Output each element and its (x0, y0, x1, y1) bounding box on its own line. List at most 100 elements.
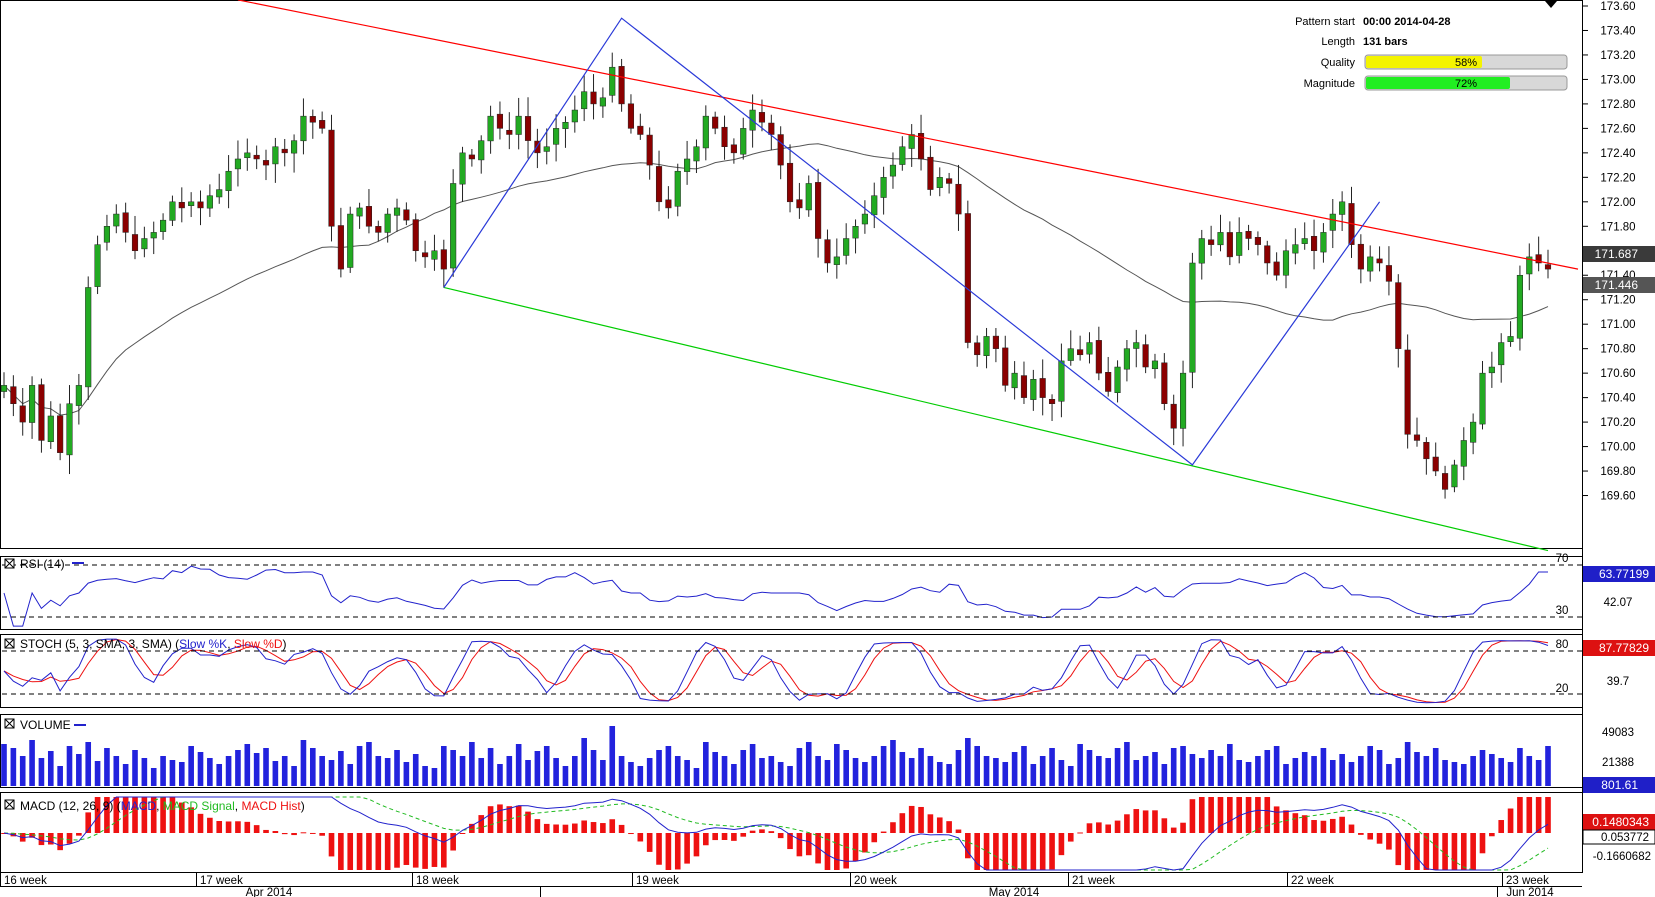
volume-bar (1077, 744, 1083, 786)
rsi-mid-tick: 42.07 (1604, 597, 1633, 609)
volume-bar (347, 764, 354, 786)
volume-bar (1442, 760, 1448, 786)
macd-hist-bar (94, 797, 101, 833)
macd-hist-bar (1058, 833, 1065, 856)
candle-body (178, 201, 185, 209)
volume-bar (76, 754, 82, 786)
macd-hist-bar (543, 823, 550, 833)
quality-bar-fill (1366, 56, 1482, 68)
macd-hist-bar (1236, 797, 1243, 833)
macd-hist-bar (1049, 833, 1055, 870)
moving-average-line (3, 143, 1549, 416)
macd-hist-bar (366, 833, 372, 870)
volume-bar (927, 756, 934, 786)
macd-hist-bar (1086, 823, 1093, 833)
volume-bar (852, 758, 859, 786)
quality-percent: 58% (1455, 57, 1477, 69)
macd-hist-bar (160, 797, 166, 833)
volume-bar (965, 738, 971, 786)
macd-label-main: MACD (12, 26, 9) (20, 799, 113, 813)
stoch-label-main: STOCH (5, 3, SMA, 3, SMA) (20, 637, 172, 651)
macd-hist-bar (1077, 832, 1083, 834)
pattern-info-box: Pattern start 00:00 2014-04-28 Length 13… (1295, 16, 1568, 91)
macd-hist-bar (1301, 815, 1308, 833)
week-label: 23 week (1506, 875, 1549, 887)
candle-body (431, 250, 438, 260)
stoch-upper-tick: 80 (1556, 639, 1569, 651)
candle-body (524, 116, 532, 141)
macd-hist-bar (1414, 833, 1420, 870)
macd-hist-bar (38, 833, 45, 846)
candle-body (599, 97, 606, 107)
candle-body (85, 287, 92, 388)
macd-signal-label: MACD Signal (163, 799, 235, 813)
volume-bar (497, 764, 503, 786)
macd-hist-bar (1208, 797, 1214, 833)
macd-hist-bar (749, 830, 756, 833)
volume-bar (1432, 748, 1439, 786)
candle-body (1273, 261, 1280, 276)
candle-body (1526, 256, 1533, 275)
candle-body (936, 177, 943, 188)
candle-body (300, 115, 307, 142)
candle-body (496, 113, 504, 129)
candle-body (1095, 340, 1102, 374)
price-tick-label: 173.20 (1600, 50, 1635, 62)
stoch-label-sep2: , (227, 637, 234, 651)
macd-hist-bar (1498, 820, 1505, 833)
volume-bar (1358, 756, 1364, 786)
macd-hist-bar (1227, 797, 1233, 833)
scroll-marker-icon[interactable] (1545, 1, 1557, 8)
volume-bar (141, 758, 148, 786)
candles-layer (0, 52, 1552, 499)
candle-body (103, 226, 110, 243)
volume-bar (253, 753, 260, 786)
volume-bar (1245, 762, 1252, 786)
volume-bar (890, 740, 896, 786)
candle-body (974, 342, 981, 356)
candle-body (141, 238, 148, 250)
macd-hist-bar (300, 832, 307, 834)
macd-hist-bar (637, 833, 644, 842)
macd-hist-bar (572, 823, 578, 833)
macd-hist-bar (29, 833, 35, 838)
volume-bar (796, 748, 803, 786)
macd-hist-bar (244, 821, 251, 833)
macd-hist-bar (843, 833, 849, 869)
macd-hist-bar (141, 797, 148, 833)
macd-hist-bar (1545, 797, 1551, 833)
candle-body (1470, 421, 1477, 443)
candle-body (665, 199, 672, 209)
volume-bar (534, 751, 541, 786)
candle-body (1236, 232, 1243, 256)
volume-bar (740, 750, 747, 786)
macd-hist-bar (890, 822, 896, 833)
volume-bar (1423, 756, 1430, 786)
volume-bar (1198, 758, 1205, 786)
candle-body (478, 140, 485, 161)
candle-body (1020, 375, 1028, 398)
candle-body (1114, 366, 1121, 393)
candle-body (1301, 238, 1308, 244)
macd-hist-bar (338, 833, 344, 870)
stoch-label-sep1: ( (175, 637, 179, 651)
macd-hist-bar (796, 833, 803, 857)
candle-body (1048, 398, 1056, 404)
candle-body (356, 207, 363, 217)
candle-body (1133, 342, 1140, 349)
volume-bar (1021, 746, 1027, 786)
price-tick-label: 173.60 (1600, 1, 1635, 13)
week-label: 22 week (1291, 875, 1334, 887)
candle-body (815, 182, 822, 239)
volume-bar (300, 740, 307, 786)
macd-hist-bar (1114, 820, 1121, 833)
volume-bar (1096, 756, 1102, 786)
candle-body (19, 405, 26, 423)
volume-bar (1189, 754, 1196, 786)
volume-bar (834, 744, 840, 786)
macd-hist-bar (974, 833, 980, 870)
macd-hist-bar (1320, 820, 1327, 833)
macd-hist-bar (581, 820, 587, 833)
candle-body (534, 140, 541, 154)
macd-hist-bar (693, 833, 700, 857)
